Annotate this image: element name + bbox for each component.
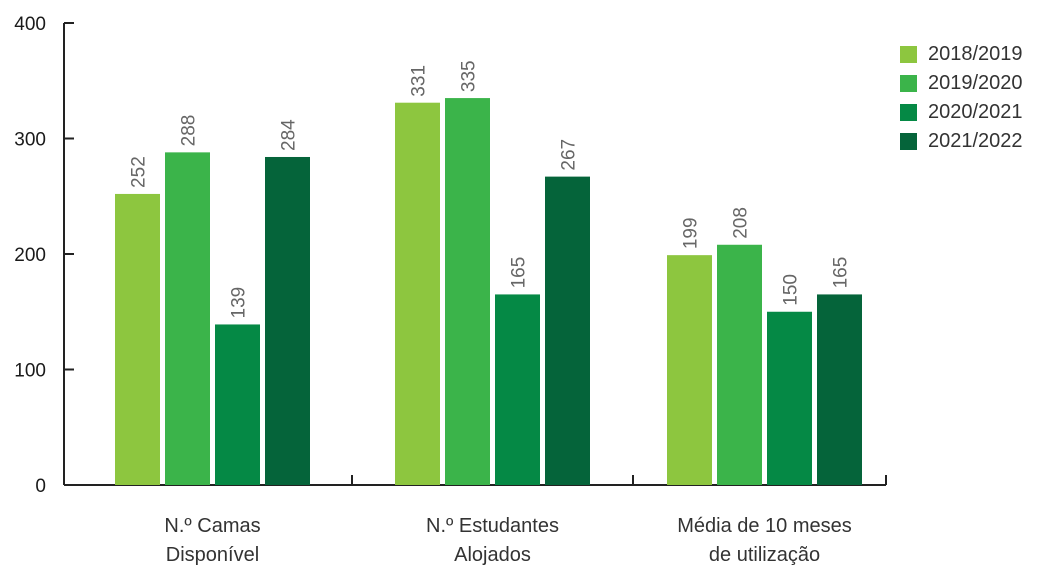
data-label: 335 (459, 60, 480, 92)
y-tick-label: 400 (14, 14, 46, 35)
legend-label: 2019/2020 (928, 72, 1023, 94)
y-tick-label: 300 (14, 130, 46, 151)
legend-item: 2019/2020 (900, 69, 1023, 98)
legend-swatch (900, 75, 917, 92)
legend: 2018/2019 2019/2020 2020/2021 2021/2022 (900, 40, 1023, 156)
bar (495, 294, 540, 485)
y-tick-label: 0 (35, 476, 46, 497)
data-label: 165 (831, 257, 852, 289)
legend-swatch (900, 104, 917, 121)
bar (545, 176, 590, 486)
data-label: 288 (179, 115, 200, 147)
legend-item: 2020/2021 (900, 98, 1023, 127)
data-label: 331 (409, 65, 430, 97)
bar (717, 244, 762, 485)
bar (667, 255, 712, 485)
bar (445, 98, 490, 485)
data-label: 199 (681, 217, 702, 249)
bar (767, 311, 812, 485)
bar (165, 152, 210, 486)
legend-label: 2021/2022 (928, 130, 1023, 152)
x-category-label: N.º Estudantes (426, 515, 559, 537)
legend-label: 2018/2019 (928, 43, 1023, 65)
legend-item: 2021/2022 (900, 127, 1023, 156)
data-label: 208 (731, 207, 752, 239)
bar (817, 294, 862, 485)
data-label: 252 (129, 156, 150, 188)
x-category-label: Disponível (166, 544, 259, 566)
data-label: 150 (781, 274, 802, 306)
data-label: 267 (559, 139, 580, 171)
legend-label: 2020/2021 (928, 101, 1023, 123)
bar (115, 193, 160, 485)
bar (215, 324, 260, 485)
legend-swatch (900, 46, 917, 63)
legend-swatch (900, 133, 917, 150)
bar (395, 102, 440, 485)
y-tick-label: 200 (14, 245, 46, 266)
y-tick-label: 100 (14, 361, 46, 382)
x-category-label: N.º Camas (164, 515, 260, 537)
x-category-label: de utilização (709, 544, 820, 566)
data-label: 165 (509, 257, 530, 289)
data-label: 284 (279, 119, 300, 151)
x-category-label: Alojados (454, 544, 531, 566)
bar (265, 156, 310, 486)
data-label: 139 (229, 287, 250, 319)
legend-item: 2018/2019 (900, 40, 1023, 69)
x-category-label: Média de 10 meses (677, 515, 852, 537)
